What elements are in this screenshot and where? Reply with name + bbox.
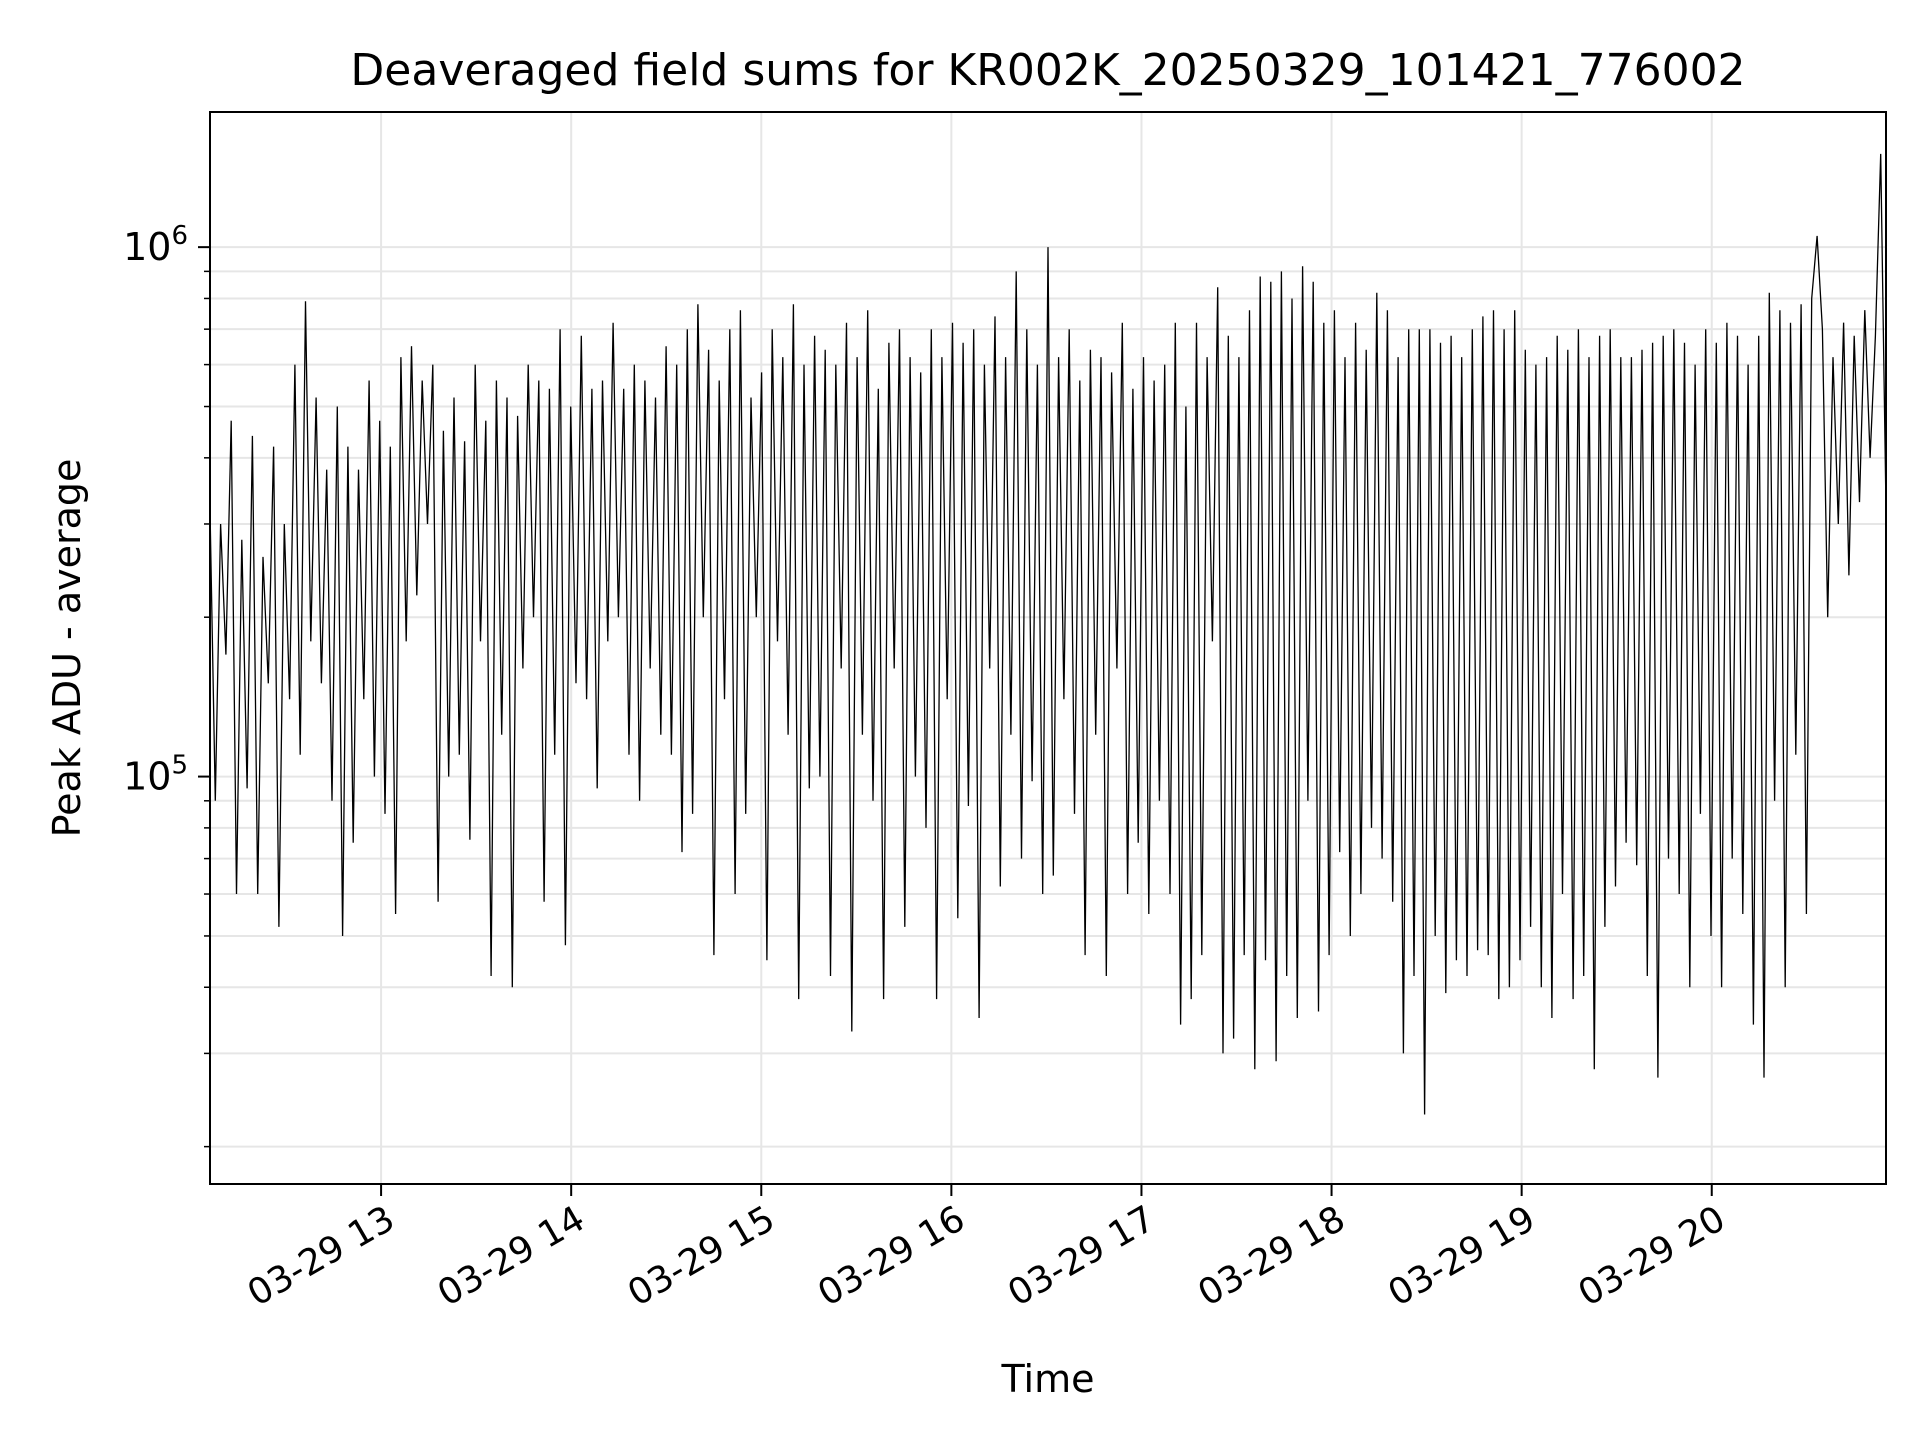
chart-title: Deaveraged field sums for KR002K_2025032… [350, 45, 1745, 96]
x-axis-label: Time [1001, 1357, 1095, 1401]
plot-frame [209, 111, 1887, 1185]
series-layer [210, 153, 1886, 1115]
series-line [210, 153, 1886, 1115]
y-tick-label: 105 [123, 751, 188, 799]
y-tick-label: 106 [123, 221, 188, 269]
y-axis-label: Peak ADU - average [45, 459, 89, 838]
